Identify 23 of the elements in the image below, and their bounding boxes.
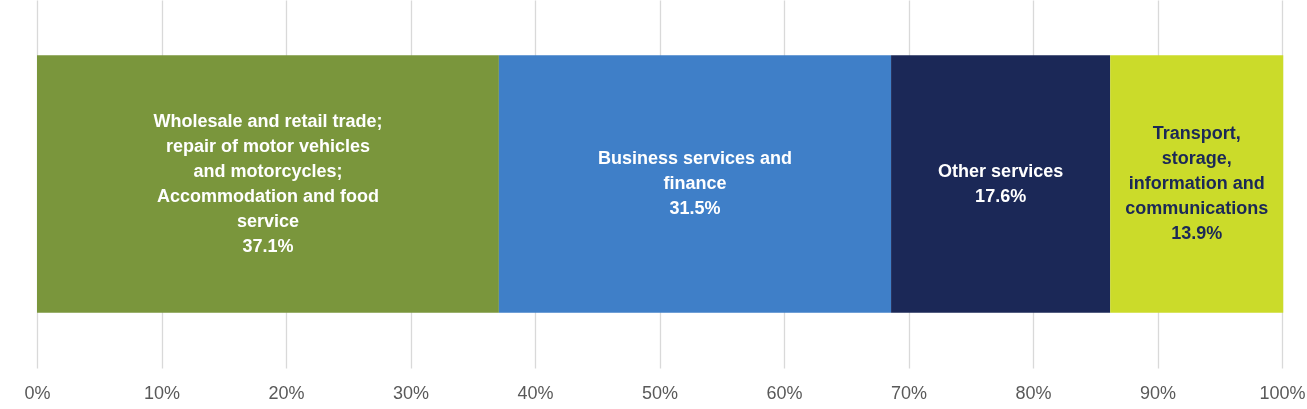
data-label: 17.6% <box>975 185 1027 206</box>
series-label: Transport, storage, information and communications <box>1125 123 1269 218</box>
series-label: Other services <box>938 160 1064 181</box>
x-tick-label: 0% <box>24 382 51 403</box>
x-tick-label: 50% <box>641 382 679 403</box>
data-label: 37.1% <box>242 235 294 256</box>
x-tick-label: 30% <box>392 382 430 403</box>
bar <box>498 55 892 313</box>
x-tick-label: 70% <box>890 382 928 403</box>
x-tick-label: 40% <box>517 382 554 403</box>
data-label: 31.5% <box>669 198 721 218</box>
x-tick-label: 20% <box>268 382 305 403</box>
x-tick-label: 60% <box>766 382 803 403</box>
bar <box>37 55 499 313</box>
series-label: Wholesale and retail trade; repair of motor vehicles and motorcycles; Accommodation and food service <box>153 110 383 231</box>
x-tick-label: 10% <box>143 382 181 403</box>
x-tick-label: 90% <box>1139 382 1177 403</box>
x-tick-label: 80% <box>1015 382 1052 403</box>
bar <box>891 55 1111 313</box>
bar <box>1110 55 1284 313</box>
x-tick-label: 100% <box>1259 382 1306 403</box>
data-label: 13.9% <box>1171 223 1223 243</box>
series-label: Business services and finance <box>597 148 793 193</box>
